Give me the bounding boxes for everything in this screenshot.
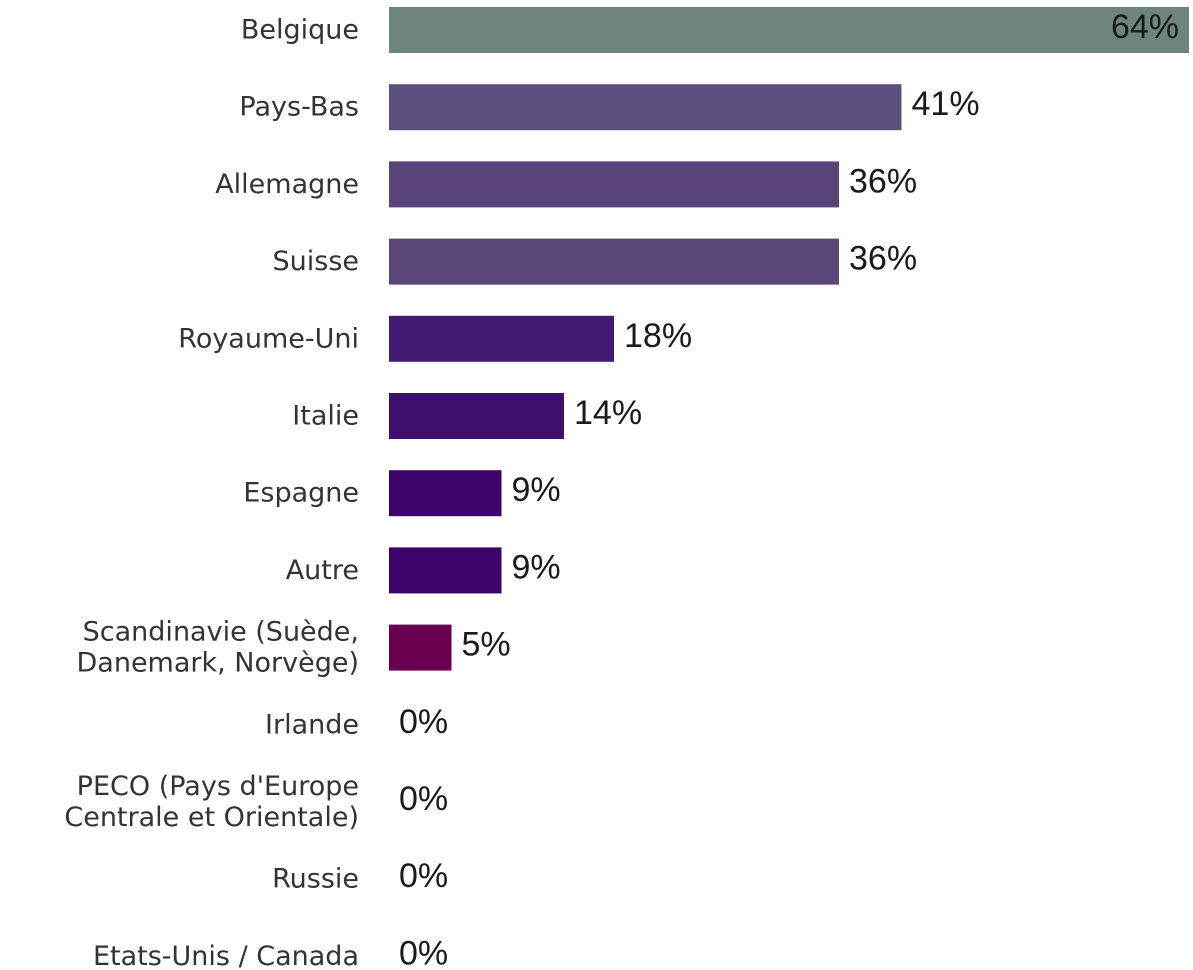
- category-label-line: Autre: [286, 555, 359, 586]
- bar-8: [389, 624, 452, 671]
- value-label: 9%: [512, 548, 561, 586]
- category-label-line: Italie: [292, 401, 359, 432]
- category-label: Scandinavie (Suède, Danemark, Norvège): [77, 617, 360, 679]
- category-label: Suisse: [273, 246, 360, 277]
- value-label: 18%: [624, 317, 692, 355]
- value-label: 0%: [399, 934, 448, 970]
- category-label: PECO (Pays d'Europe Centrale et Orientale…: [64, 771, 359, 833]
- value-label: 36%: [849, 162, 917, 200]
- category-label-line: Pays-Bas: [239, 92, 359, 123]
- category-label: Allemagne: [215, 169, 359, 200]
- bar-6: [389, 470, 502, 517]
- value-label: 0%: [399, 857, 448, 895]
- category-label: Irlande: [265, 709, 359, 740]
- value-label: 0%: [399, 780, 448, 818]
- value-label: 5%: [462, 626, 511, 664]
- category-label-line: PECO (Pays d'Europe: [77, 771, 359, 802]
- bar-4: [389, 315, 614, 362]
- value-label: 0%: [399, 703, 448, 741]
- category-label-line: Allemagne: [215, 169, 359, 200]
- category-label: Etats-Unis / Canada: [93, 941, 359, 970]
- category-label: Russie: [272, 864, 359, 895]
- category-label-line: Centrale et Orientale): [64, 802, 359, 833]
- value-label: 64%: [1111, 8, 1179, 46]
- value-label: 41%: [912, 85, 980, 123]
- category-label-line: Danemark, Norvège): [77, 648, 360, 679]
- category-label: Belgique: [241, 15, 359, 46]
- category-label-line: Espagne: [243, 478, 359, 509]
- bar-2: [389, 161, 839, 208]
- bar-3: [389, 238, 839, 285]
- category-label: Italie: [292, 401, 359, 432]
- value-label: 14%: [574, 394, 642, 432]
- category-label-line: Suisse: [273, 246, 360, 277]
- bar-0: [389, 7, 1189, 53]
- category-label-line: Etats-Unis / Canada: [93, 941, 359, 970]
- value-label: 9%: [512, 471, 561, 509]
- category-label-line: Irlande: [265, 709, 359, 740]
- bar-7: [389, 547, 502, 594]
- category-label-line: Russie: [272, 864, 359, 895]
- category-label: Espagne: [243, 478, 359, 509]
- bar-1: [389, 84, 902, 131]
- value-label: 36%: [849, 240, 917, 278]
- category-label: Autre: [286, 555, 359, 586]
- category-label-line: Royaume-Uni: [178, 323, 359, 354]
- category-label: Royaume-Uni: [178, 323, 359, 354]
- bar-5: [389, 393, 564, 439]
- category-label: Pays-Bas: [239, 92, 359, 123]
- category-label-line: Scandinavie (Suède,: [83, 617, 359, 648]
- category-label-line: Belgique: [241, 15, 359, 46]
